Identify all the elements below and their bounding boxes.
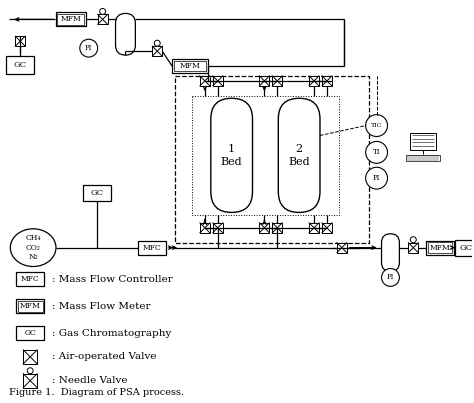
Bar xyxy=(18,301,43,312)
Text: MFM: MFM xyxy=(430,244,450,251)
Text: PI: PI xyxy=(387,273,394,281)
Circle shape xyxy=(365,141,387,163)
Text: MFC: MFC xyxy=(143,244,162,251)
Bar xyxy=(16,299,44,313)
Bar xyxy=(406,155,440,161)
Bar xyxy=(192,96,339,215)
Text: PI: PI xyxy=(373,174,380,182)
Bar xyxy=(259,76,269,86)
Text: GC: GC xyxy=(14,61,27,69)
Circle shape xyxy=(154,40,160,46)
Bar xyxy=(455,240,474,256)
Bar xyxy=(23,350,37,364)
Bar xyxy=(200,76,210,86)
Text: : Needle Valve: : Needle Valve xyxy=(52,376,128,385)
Circle shape xyxy=(80,39,98,57)
Bar xyxy=(322,223,332,233)
Text: : Air-operated Valve: : Air-operated Valve xyxy=(52,352,156,361)
Text: PI: PI xyxy=(85,44,92,52)
Text: Bed: Bed xyxy=(221,157,243,167)
Circle shape xyxy=(365,114,387,137)
Bar xyxy=(16,326,44,340)
Bar xyxy=(200,223,210,233)
Bar xyxy=(15,36,25,46)
Bar xyxy=(56,12,86,26)
Text: 1: 1 xyxy=(228,144,235,154)
Circle shape xyxy=(382,268,400,287)
Bar xyxy=(6,56,34,74)
Bar xyxy=(172,59,208,73)
Bar xyxy=(309,223,319,233)
FancyBboxPatch shape xyxy=(278,98,320,212)
Bar xyxy=(83,185,110,201)
Text: GC: GC xyxy=(24,329,36,337)
Bar xyxy=(23,374,37,388)
Text: MFM: MFM xyxy=(180,62,201,70)
Ellipse shape xyxy=(10,229,56,266)
Text: TIC: TIC xyxy=(371,123,382,128)
Text: MFC: MFC xyxy=(21,275,39,283)
Bar xyxy=(98,15,108,24)
Circle shape xyxy=(100,8,106,15)
Text: Figure 1.  Diagram of PSA process.: Figure 1. Diagram of PSA process. xyxy=(9,388,184,397)
FancyBboxPatch shape xyxy=(382,234,400,272)
Bar xyxy=(138,241,166,255)
Bar xyxy=(259,223,269,233)
Text: GC: GC xyxy=(90,189,103,197)
Text: TI: TI xyxy=(373,148,380,156)
Bar xyxy=(152,46,162,56)
Bar xyxy=(273,76,283,86)
Text: Bed: Bed xyxy=(288,157,310,167)
Bar xyxy=(173,60,206,71)
Text: 2: 2 xyxy=(296,144,303,154)
Bar xyxy=(213,223,223,233)
Circle shape xyxy=(27,368,33,374)
FancyBboxPatch shape xyxy=(211,98,253,212)
Circle shape xyxy=(410,237,416,243)
Bar xyxy=(426,241,454,255)
Bar xyxy=(322,76,332,86)
Text: MFM: MFM xyxy=(20,302,41,310)
Bar xyxy=(309,76,319,86)
Bar xyxy=(408,243,418,253)
Bar xyxy=(428,242,453,253)
Text: : Mass Flow Controller: : Mass Flow Controller xyxy=(52,275,173,284)
Text: MFM: MFM xyxy=(61,15,81,23)
Bar xyxy=(213,76,223,86)
Bar xyxy=(273,223,283,233)
FancyBboxPatch shape xyxy=(116,13,136,55)
Text: : Mass Flow Meter: : Mass Flow Meter xyxy=(52,302,151,311)
Text: CH₄
CO₂
N₂: CH₄ CO₂ N₂ xyxy=(26,235,41,261)
Bar xyxy=(337,243,347,253)
Bar xyxy=(175,76,369,243)
Bar xyxy=(16,272,44,287)
Circle shape xyxy=(365,167,387,189)
Bar xyxy=(57,14,84,25)
Text: : Gas Chromatography: : Gas Chromatography xyxy=(52,328,172,337)
Bar xyxy=(410,133,437,150)
Text: GC: GC xyxy=(459,244,473,251)
